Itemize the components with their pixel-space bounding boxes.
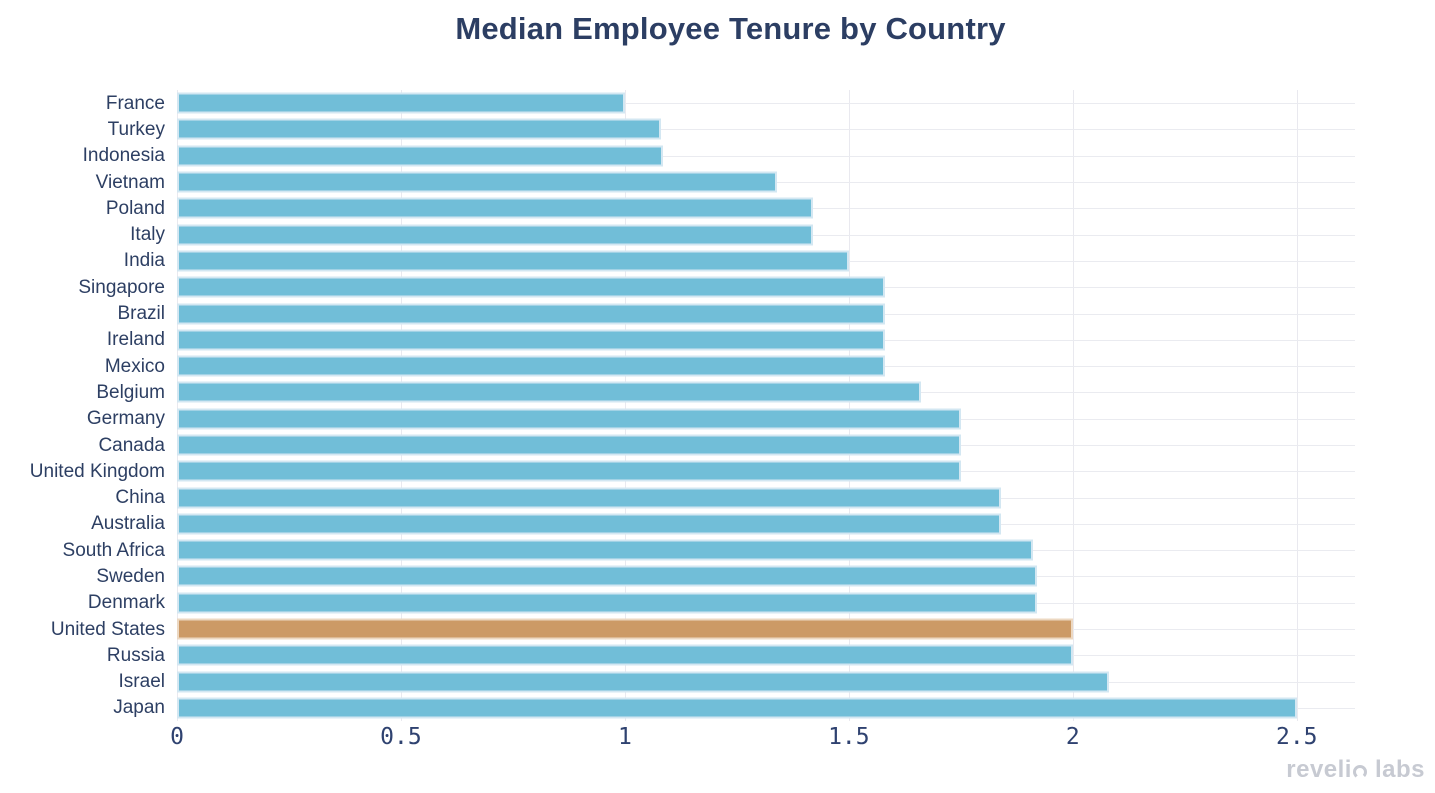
plot-area [177, 90, 1355, 721]
x-tick-label: 2 [1065, 724, 1080, 750]
bar-rows [177, 90, 1355, 721]
bar-united-states [177, 618, 1073, 640]
bar-row [177, 274, 1355, 300]
x-gridline [1296, 90, 1298, 721]
category-label: Vietnam [95, 171, 165, 193]
category-label: Israel [118, 671, 165, 693]
bar-row [177, 116, 1355, 142]
bar-sweden [177, 565, 1037, 587]
bar-row [177, 248, 1355, 274]
bar-row [177, 616, 1355, 642]
bar-row [177, 511, 1355, 537]
bar-germany [177, 408, 961, 430]
chart-title: Median Employee Tenure by Country [455, 11, 1006, 46]
category-label: Mexico [104, 355, 165, 377]
bar-row [177, 221, 1355, 247]
category-label: Turkey [107, 118, 165, 140]
category-label: India [123, 250, 165, 272]
x-tick-label: 0.5 [380, 724, 422, 750]
revelio-o-logo-icon [1352, 764, 1367, 779]
bar-singapore [177, 276, 885, 298]
bar-row [177, 379, 1355, 405]
bar-row [177, 458, 1355, 484]
bar-united-kingdom [177, 460, 961, 482]
bar-row [177, 327, 1355, 353]
category-label: China [115, 487, 165, 509]
category-label: Poland [105, 197, 165, 219]
revelio-labs-watermark: reveli labs [1286, 756, 1425, 784]
bar-turkey [177, 118, 661, 140]
bar-row [177, 590, 1355, 616]
bar-israel [177, 671, 1109, 693]
bar-china [177, 487, 1002, 509]
category-label: Singapore [78, 276, 165, 298]
category-label: Germany [86, 408, 165, 430]
category-label: Indonesia [82, 145, 165, 167]
category-label: Australia [91, 513, 165, 535]
bar-japan [177, 697, 1297, 719]
bar-south-africa [177, 539, 1033, 561]
bar-france [177, 92, 625, 114]
vertical-gridlines [177, 90, 1355, 721]
bar-row [177, 669, 1355, 695]
bar-row [177, 143, 1355, 169]
bar-indonesia [177, 145, 663, 167]
bar-brazil [177, 303, 885, 325]
bar-row [177, 432, 1355, 458]
bar-row [177, 169, 1355, 195]
row-gridline [177, 103, 1355, 105]
category-label: Ireland [106, 329, 165, 351]
x-gridline [624, 90, 626, 721]
bar-ireland [177, 329, 885, 351]
x-tick-label: 1 [617, 724, 632, 750]
x-gridline [1072, 90, 1074, 721]
bar-india [177, 250, 849, 272]
x-gridline [848, 90, 850, 721]
bar-italy [177, 224, 814, 246]
watermark-text-labs: labs [1374, 756, 1425, 783]
x-tick-label: 0 [170, 724, 184, 750]
category-label: Brazil [117, 303, 165, 325]
bar-vietnam [177, 171, 778, 193]
category-label: Russia [106, 644, 165, 666]
bar-australia [177, 513, 1002, 535]
bar-canada [177, 434, 961, 456]
category-label: United Kingdom [29, 460, 165, 482]
bar-russia [177, 644, 1073, 666]
bar-row [177, 90, 1355, 116]
category-label: South Africa [62, 539, 165, 561]
category-label: Sweden [96, 565, 165, 587]
row-gridline [177, 155, 1355, 157]
x-gridline [177, 90, 178, 721]
bar-row [177, 406, 1355, 432]
bar-poland [177, 197, 814, 219]
category-label: Canada [98, 434, 165, 456]
bar-row [177, 695, 1355, 721]
watermark-text-reveli: reveli [1286, 756, 1352, 783]
y-axis-labels: France Turkey Indonesia Vietnam Poland Italy I… [0, 90, 165, 721]
x-tick-label: 2.5 [1275, 724, 1318, 750]
category-label: Italy [130, 224, 165, 246]
bar-belgium [177, 381, 921, 403]
category-label: Belgium [96, 381, 165, 403]
bar-row [177, 537, 1355, 563]
category-label: United States [50, 618, 165, 640]
x-tick-label: 1.5 [828, 724, 870, 750]
category-label: France [105, 92, 165, 114]
bar-row [177, 195, 1355, 221]
x-gridline [400, 90, 402, 721]
category-label: Japan [113, 697, 165, 719]
row-gridline [177, 129, 1355, 131]
bar-mexico [177, 355, 885, 377]
bar-row [177, 563, 1355, 589]
bar-row [177, 353, 1355, 379]
category-label: Denmark [87, 592, 165, 614]
bar-row [177, 484, 1355, 510]
bar-denmark [177, 592, 1037, 614]
bar-row [177, 300, 1355, 326]
bar-row [177, 642, 1355, 668]
